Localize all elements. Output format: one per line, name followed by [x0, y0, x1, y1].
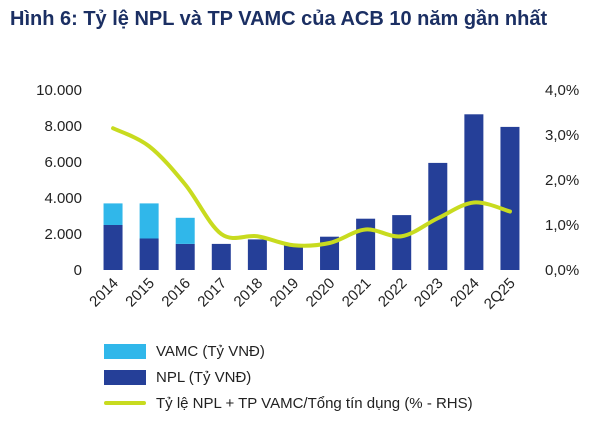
combo-chart: 0 2.000 4.000 6.000 8.000 10.000 0,0% 1,0% 2,0%…	[36, 82, 579, 313]
legend-item-npl: NPL (Tỷ VNĐ)	[104, 364, 473, 390]
legend-swatch-npl	[104, 369, 146, 385]
bar-npl-2024	[464, 114, 484, 270]
right-axis-tick: 0,0%	[545, 262, 579, 279]
legend-item-vamc: VAMC (Tỷ VNĐ)	[104, 338, 473, 364]
left-axis-tick: 10.000	[36, 82, 82, 99]
left-axis-tick: 2.000	[44, 226, 82, 243]
x-axis-tick: 2024	[447, 275, 483, 311]
legend-swatch-vamc	[104, 343, 146, 359]
bar-npl-2018	[247, 239, 267, 270]
x-axis-tick: 2016	[158, 275, 194, 311]
x-axis-tick: 2015	[122, 275, 158, 311]
legend-label-npl: NPL (Tỷ VNĐ)	[156, 368, 252, 386]
bar-npl-2016	[175, 243, 195, 270]
right-axis-tick: 4,0%	[545, 82, 579, 99]
left-axis-tick: 4.000	[44, 190, 82, 207]
legend-swatch-ratio	[104, 401, 146, 405]
right-axis-tick: 2,0%	[545, 172, 579, 189]
legend-item-ratio: Tỷ lệ NPL + TP VAMC/Tổng tín dụng (% - R…	[104, 390, 473, 416]
x-axis-tick: 2018	[231, 275, 267, 311]
chart-title: Hình 6: Tỷ lệ NPL và TP VAMC của ACB 10 …	[10, 8, 548, 30]
bar-npl-2015	[139, 238, 159, 270]
bar-npl-2022	[392, 215, 412, 270]
legend-label-ratio: Tỷ lệ NPL + TP VAMC/Tổng tín dụng (% - R…	[156, 394, 473, 412]
x-axis-tick: 2020	[303, 275, 339, 311]
bar-npl-2017	[211, 243, 231, 270]
x-axis-tick: 2014	[86, 275, 122, 311]
legend-label-vamc: VAMC (Tỷ VNĐ)	[156, 342, 265, 360]
left-axis-tick: 0	[74, 262, 82, 279]
left-axis-tick: 6.000	[44, 154, 82, 171]
legend: VAMC (Tỷ VNĐ) NPL (Tỷ VNĐ) Tỷ lệ NPL + T…	[104, 338, 473, 416]
x-axis-tick: 2019	[267, 275, 303, 311]
x-axis-tick: 2022	[375, 275, 411, 311]
bar-npl-2021	[356, 218, 376, 270]
x-axis-tick: 2021	[339, 275, 375, 311]
bar-npl-2019	[283, 244, 303, 270]
bar-vamc-2015	[139, 203, 159, 239]
bar-vamc-2016	[175, 217, 195, 244]
x-axis-tick: 2017	[194, 275, 230, 311]
right-axis-tick: 3,0%	[545, 127, 579, 144]
x-axis-tick: 2Q25	[481, 275, 519, 313]
x-axis-tick: 2023	[411, 275, 447, 311]
left-axis-tick: 8.000	[44, 118, 82, 135]
bar-npl-2Q25	[500, 126, 520, 271]
bar-vamc-2014	[103, 203, 123, 225]
line-series-ratio	[111, 126, 512, 248]
right-axis-tick: 1,0%	[545, 217, 579, 234]
bar-npl-2014	[103, 225, 123, 270]
